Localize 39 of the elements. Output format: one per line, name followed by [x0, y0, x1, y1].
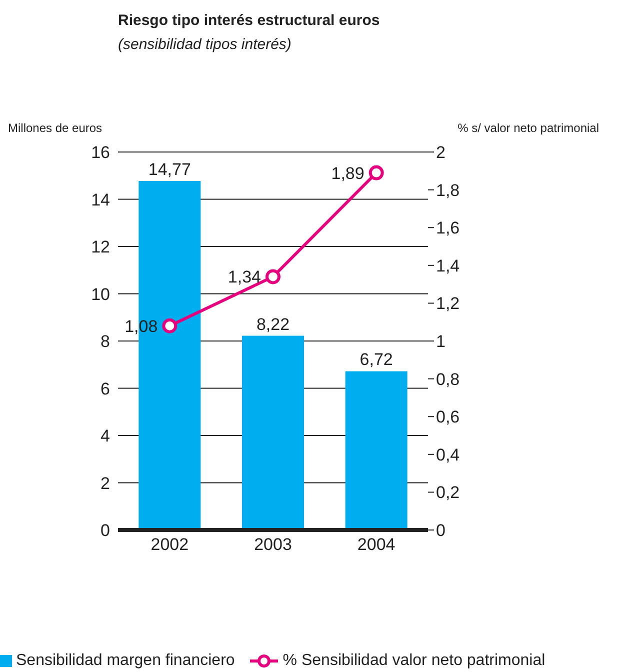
x-tick-label: 2002 — [150, 535, 189, 554]
y2-tick-label: 1 — [436, 332, 446, 352]
y2-tick-label: 0,6 — [436, 408, 460, 427]
y-tick-label: 0 — [100, 521, 110, 540]
point — [368, 165, 384, 180]
y-tick-label: 6 — [100, 379, 110, 398]
y2-tick-label: 0,8 — [436, 370, 460, 389]
y-tick-label: 4 — [100, 426, 110, 446]
data-label: 8,22 — [256, 314, 290, 334]
y2-axis-title: % s/ valor neto patrimonial — [458, 121, 599, 135]
data-label: 1,89 — [331, 164, 364, 183]
y2-tick-label: 2 — [436, 143, 446, 162]
chart-subtitle: (sensibilidad tipos interés) — [118, 36, 292, 53]
point — [266, 269, 280, 284]
y-tick-label: 14 — [91, 190, 110, 210]
bar — [345, 371, 408, 530]
legend-label: % Sensibilidad valor neto patrimonial — [282, 652, 546, 670]
y2-tick-label: 0,4 — [436, 445, 460, 464]
x-tick-label: 2003 — [254, 535, 292, 554]
y2-tick-label: 0 — [436, 521, 446, 540]
y-tick-label: 8 — [100, 332, 110, 352]
data-label: 1,34 — [228, 268, 261, 287]
y-tick-label: 2 — [100, 474, 110, 493]
bar — [242, 336, 304, 530]
data-label: 14,77 — [148, 160, 191, 180]
x-tick-label: 2004 — [357, 535, 396, 554]
chart-title: Riesgo tipo interés estructural euros — [118, 12, 380, 29]
data-label: 6,72 — [360, 350, 393, 370]
y2-tick-label: 1,2 — [436, 294, 460, 314]
y2-tick-label: 1,4 — [436, 256, 460, 276]
y-tick-label: 10 — [91, 284, 110, 304]
y2-tick-label: 0,2 — [436, 483, 460, 502]
y2-tick-label: 1,6 — [436, 218, 460, 238]
y-tick-label: 16 — [91, 143, 110, 162]
y-axis-title: Millones de euros — [8, 121, 102, 135]
legend-label: Sensibilidad margen financiero — [16, 652, 235, 670]
y2-tick-label: 1,8 — [436, 180, 460, 200]
point — [162, 318, 178, 334]
y-tick-label: 12 — [91, 238, 110, 257]
